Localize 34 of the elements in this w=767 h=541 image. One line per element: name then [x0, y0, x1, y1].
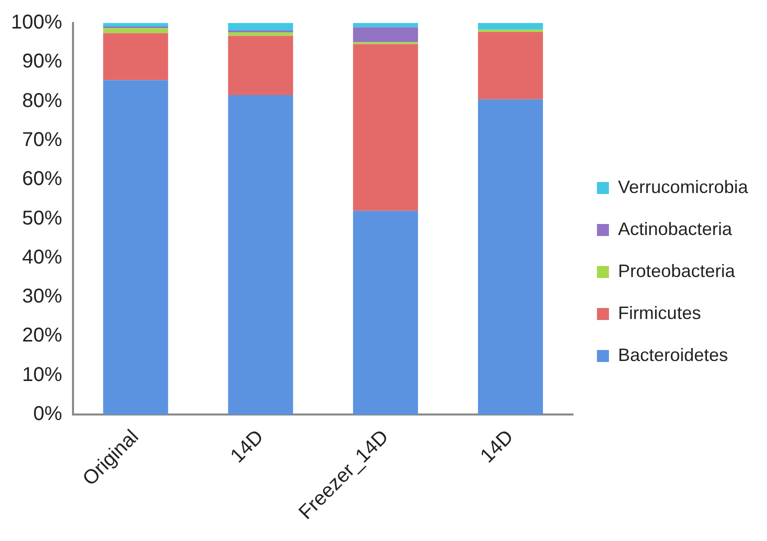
bar: [228, 36, 294, 96]
y-tick-label: 70%: [22, 128, 62, 151]
y-tick-label: 80%: [22, 90, 62, 112]
bar: [103, 23, 168, 27]
legend-label: Bacteroidetes: [618, 344, 728, 365]
x-tick-label: 14D: [226, 426, 268, 468]
legend-label: Verrucomicrobia: [618, 176, 749, 197]
bar: [478, 23, 543, 30]
bar: [103, 80, 168, 414]
bar: [353, 210, 418, 414]
bar: [478, 99, 543, 414]
y-tick-label: 100%: [10, 12, 62, 34]
bar: [478, 32, 543, 100]
bar: [353, 44, 418, 211]
bar: [103, 33, 168, 80]
bar: [353, 27, 418, 42]
y-tick-label: 40%: [22, 246, 62, 268]
y-tick-label: 50%: [22, 207, 62, 230]
bar: [228, 23, 294, 30]
y-tick-label: 10%: [22, 364, 62, 386]
bar: [353, 23, 418, 28]
y-tick-label: 90%: [22, 50, 62, 73]
legend-label: Actinobacteria: [618, 218, 733, 239]
y-tick-label: 0%: [33, 403, 62, 426]
y-tick-label: 20%: [22, 324, 62, 347]
x-tick-label: 14D: [476, 426, 518, 468]
legend-label: Proteobacteria: [618, 260, 736, 281]
y-tick-label: 30%: [22, 286, 62, 308]
bar: [228, 32, 294, 36]
legend-label: Firmicutes: [618, 302, 701, 323]
bar: [478, 30, 543, 32]
bar: [228, 95, 294, 414]
y-tick-label: 60%: [22, 168, 62, 190]
bar: [103, 28, 168, 34]
